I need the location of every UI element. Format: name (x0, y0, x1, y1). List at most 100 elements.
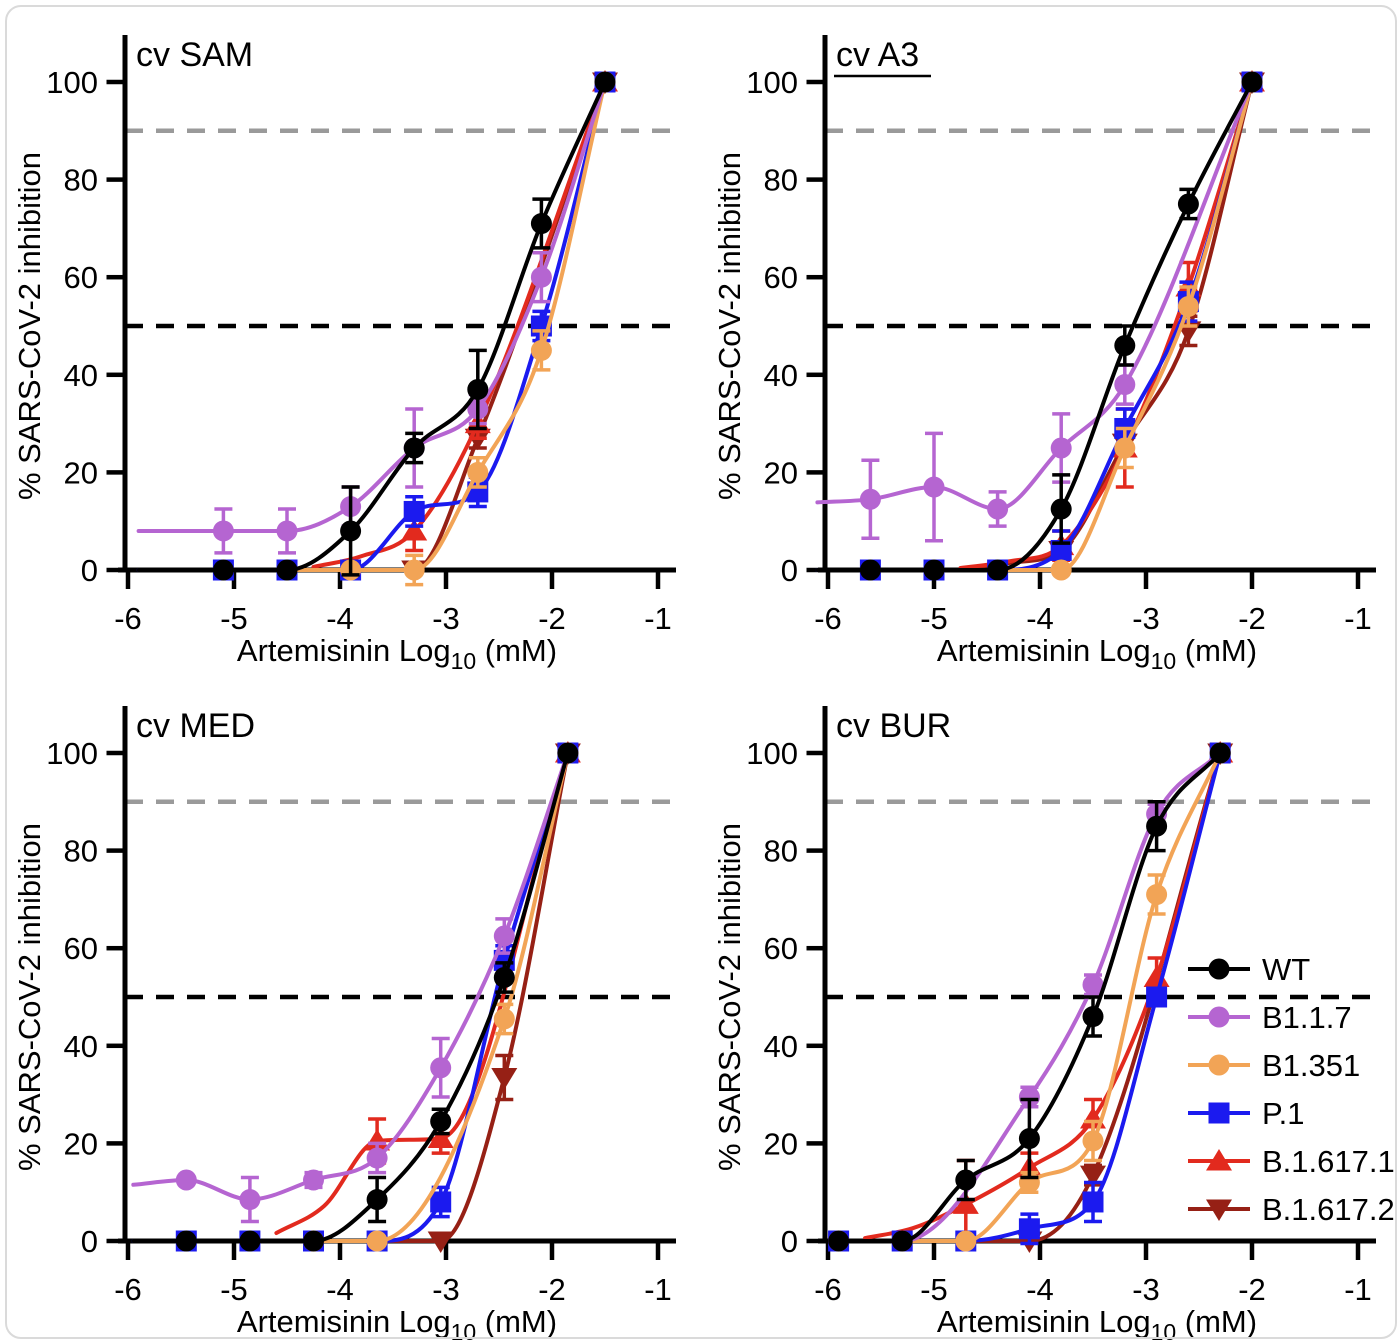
marker-WT (987, 559, 1009, 581)
x-axis-title: Artemisinin Log10 (mM) (237, 633, 557, 671)
y-tick-label: 60 (64, 260, 98, 295)
marker-WT (175, 1230, 197, 1252)
panel-title: cv MED (136, 707, 255, 745)
marker-B1.1.7 (493, 925, 515, 947)
y-tick-label: 60 (764, 931, 798, 966)
y-tick-label: 0 (781, 553, 798, 588)
panel-cv-a3: -6 -5 -4 -3 -2 -1 0 20 40 60 80 100 cv A3 % SARS-CoV-… (700, 0, 1400, 674)
marker-WT (340, 520, 362, 542)
x-tick-label: -6 (114, 601, 142, 636)
legend-label: B1.351 (1262, 1048, 1360, 1083)
x-tick-label: -2 (1238, 601, 1266, 636)
marker-B1.1.7 (1050, 437, 1072, 459)
x-tick-label: -3 (1132, 1272, 1160, 1307)
series-WT (815, 71, 1263, 581)
x-tick-label: -4 (326, 1272, 354, 1307)
marker-WT (430, 1110, 452, 1132)
y-axis-title: % SARS-CoV-2 inhibition (712, 823, 747, 1171)
x-tick-label: -3 (1132, 601, 1160, 636)
x-tick-label: -4 (326, 601, 354, 636)
panel-cv-a3-plot: -6 -5 -4 -3 -2 -1 0 20 40 60 80 100 cv A3 % SARS-CoV-… (712, 35, 1376, 674)
marker-WT (403, 437, 425, 459)
legend-marker-circle (1208, 1006, 1230, 1028)
marker-B1.351 (1082, 1130, 1104, 1152)
y-tick-label: 20 (64, 455, 98, 490)
marker-P.1 (1146, 986, 1168, 1008)
curve-B.1.617.1 (863, 751, 1223, 1241)
x-tick-label: -2 (538, 601, 566, 636)
curve-B1.351 (863, 751, 1223, 1243)
marker-WT (493, 966, 515, 988)
series-B.1.617.1 (274, 741, 581, 1235)
panel-title: cv A3 (836, 36, 919, 74)
marker-B1.1.7 (1114, 374, 1136, 396)
curve-B.1.617.1 (311, 80, 607, 569)
panel-cv-sam: -6 -5 -4 -3 -2 -1 0 20 40 60 80 100 cv SAM % SARS-CoV… (0, 0, 700, 674)
y-tick-label: 0 (81, 1224, 98, 1259)
panel-cv-sam-plot: -6 -5 -4 -3 -2 -1 0 20 40 60 80 100 cv SAM % SARS-CoV… (12, 35, 676, 674)
legend-label: P.1 (1262, 1096, 1305, 1131)
legend: WT B1.1.7 B1.351 P.1 B.1.617.1 B.1.617.2 (1188, 952, 1395, 1227)
marker-B.1.617.2 (427, 1231, 454, 1253)
curve-B1.1.7 (136, 80, 607, 533)
marker-WT (276, 559, 298, 581)
marker-P.1 (430, 1191, 452, 1213)
legend-label: WT (1262, 952, 1310, 987)
y-tick-label: 40 (764, 358, 798, 393)
x-tick-label: -5 (920, 601, 948, 636)
marker-WT (891, 1230, 913, 1252)
x-tick-label: -1 (644, 1272, 672, 1307)
marker-B1.1.7 (987, 498, 1009, 520)
marker-WT (594, 71, 616, 93)
x-tick-label: -3 (432, 1272, 460, 1307)
marker-WT (1209, 742, 1231, 764)
plot-area: -6 -5 -4 -3 -2 -1 0 20 40 60 80 100 cv A3 % SARS-CoV-… (712, 35, 1376, 674)
y-tick-label: 40 (764, 1029, 798, 1064)
legend-item-B1.1.7: B1.1.7 (1188, 1000, 1352, 1035)
y-tick-label: 100 (746, 65, 798, 100)
marker-B1.1.7 (239, 1189, 261, 1211)
marker-B1.351 (1050, 559, 1072, 581)
marker-P.1 (1082, 1191, 1104, 1213)
marker-B.1.617.1 (1143, 965, 1170, 987)
panel-cv-bur-plot: -6 -5 -4 -3 -2 -1 0 20 40 60 80 100 cv BUR % SARS-CoV… (712, 706, 1395, 1342)
marker-WT (1241, 71, 1263, 93)
y-tick-label: 20 (764, 455, 798, 490)
marker-B1.1.7 (530, 266, 552, 288)
legend-item-B.1.617.2: B.1.617.2 (1188, 1192, 1395, 1227)
y-axis-title: % SARS-CoV-2 inhibition (712, 152, 747, 500)
marker-WT (1082, 1006, 1104, 1028)
marker-WT (1050, 498, 1072, 520)
y-tick-label: 80 (64, 834, 98, 869)
y-tick-label: 60 (64, 931, 98, 966)
marker-WT (1114, 335, 1136, 357)
marker-B1.351 (530, 339, 552, 361)
marker-WT (557, 742, 579, 764)
marker-P.1 (1018, 1218, 1040, 1240)
legend-item-WT: WT (1188, 952, 1310, 987)
x-axis-title: Artemisinin Log10 (mM) (237, 1304, 557, 1342)
legend-marker-circle (1208, 958, 1230, 980)
marker-B1.1.7 (212, 520, 234, 542)
x-axis-title: Artemisinin Log10 (mM) (937, 1304, 1257, 1342)
x-tick-label: -6 (814, 601, 842, 636)
y-tick-label: 100 (746, 736, 798, 771)
x-axis-title: Artemisinin Log10 (mM) (937, 633, 1257, 671)
x-tick-label: -1 (1344, 1272, 1372, 1307)
marker-B1.1.7 (923, 476, 945, 498)
x-tick-label: -5 (220, 1272, 248, 1307)
y-tick-label: 60 (764, 260, 798, 295)
marker-WT (955, 1169, 977, 1191)
marker-B.1.617.1 (401, 518, 428, 541)
marker-B.1.617.2 (1080, 1165, 1106, 1188)
marker-WT (1146, 815, 1168, 837)
panel-cv-med-plot: -6 -5 -4 -3 -2 -1 0 20 40 60 80 100 cv MED % SARS-CoV… (12, 706, 676, 1342)
marker-B1.351 (493, 1008, 515, 1030)
x-tick-label: -4 (1026, 601, 1054, 636)
panel-cv-med: -6 -5 -4 -3 -2 -1 0 20 40 60 80 100 cv MED % SARS-CoV… (0, 671, 700, 1342)
legend-item-B1.351: B1.351 (1188, 1048, 1360, 1083)
marker-WT (366, 1189, 388, 1211)
x-tick-label: -1 (644, 601, 672, 636)
